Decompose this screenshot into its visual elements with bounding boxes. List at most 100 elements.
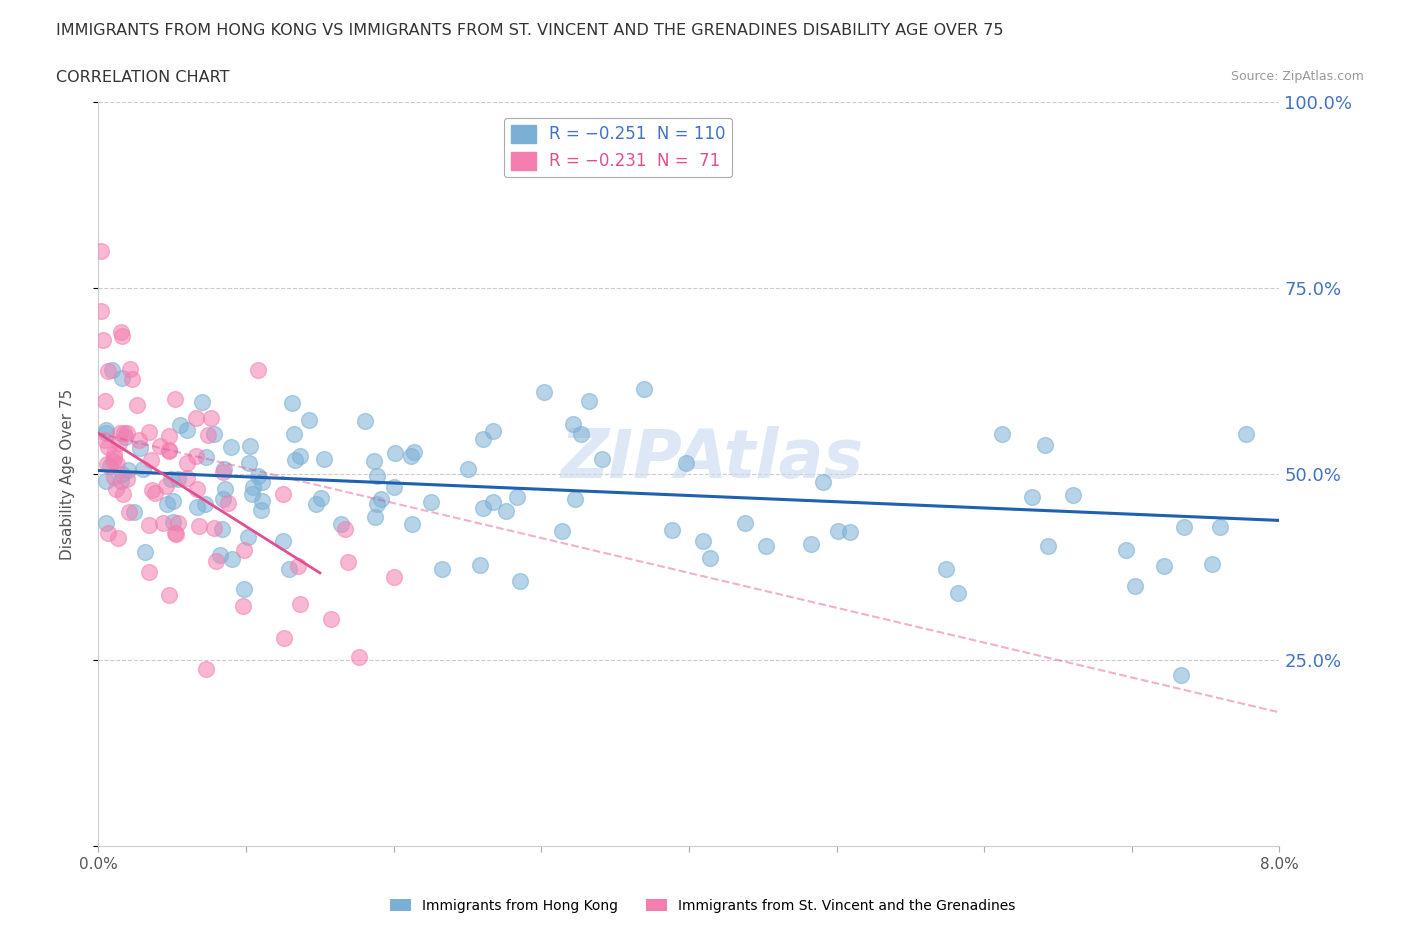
Point [1201,556,1223,571]
Point [811,475,834,490]
Point [827,524,849,538]
Point [305,497,328,512]
Point [592,451,614,466]
Point [283,427,305,442]
Point [165,392,187,406]
Point [935,562,957,577]
Point [382,570,405,585]
Point [839,525,862,539]
Point [755,538,778,553]
Point [141,453,163,468]
Point [495,503,517,518]
Point [111,487,134,502]
Point [157,588,180,603]
Point [533,385,555,400]
Point [94,433,117,448]
Point [364,510,387,525]
Point [167,472,190,486]
Point [186,482,208,497]
Point [111,329,134,344]
Point [125,398,148,413]
Point [240,486,263,501]
Point [336,555,359,570]
Point [160,472,183,486]
Point [281,395,304,410]
Point [287,559,309,574]
Point [633,381,655,396]
Point [506,489,529,504]
Point [112,425,135,440]
Point [138,517,160,532]
Point [382,480,405,495]
Point [221,440,243,455]
Point [134,544,156,559]
Point [94,515,117,530]
Point [271,534,294,549]
Point [138,425,160,440]
Point [96,457,118,472]
Point [111,467,134,482]
Text: IMMIGRANTS FROM HONG KONG VS IMMIGRANTS FROM ST. VINCENT AND THE GRENADINES DISA: IMMIGRANTS FROM HONG KONG VS IMMIGRANTS … [56,23,1004,38]
Point [384,445,406,460]
Text: ZIPAtlas: ZIPAtlas [561,427,865,492]
Point [165,527,187,542]
Point [250,494,273,509]
Point [214,482,236,497]
Point [1062,487,1084,502]
Point [399,449,422,464]
Point [122,504,145,519]
Point [564,491,586,506]
Point [946,586,969,601]
Point [734,516,756,531]
Point [363,454,385,469]
Point [330,516,353,531]
Point [1234,426,1257,441]
Point [211,464,233,479]
Point [250,503,273,518]
Point [162,493,184,508]
Point [176,423,198,438]
Point [157,443,180,458]
Point [482,495,505,510]
Point [290,597,312,612]
Point [1033,438,1056,453]
Point [97,525,120,540]
Point [129,440,152,455]
Point [562,417,585,432]
Point [212,491,235,506]
Point [432,562,454,577]
Text: CORRELATION CHART: CORRELATION CHART [56,70,229,85]
Point [569,427,592,442]
Point [108,425,131,440]
Point [121,372,143,387]
Point [321,612,343,627]
Point [419,495,441,510]
Point [103,470,125,485]
Point [233,581,256,596]
Point [143,485,166,500]
Point [204,521,226,536]
Point [236,529,259,544]
Point [675,456,697,471]
Point [353,414,375,429]
Point [1170,668,1192,683]
Point [471,500,494,515]
Point [699,551,721,565]
Point [115,426,138,441]
Point [101,454,124,469]
Point [97,364,120,379]
Point [155,478,177,493]
Point [208,548,231,563]
Point [195,662,218,677]
Point [472,432,495,446]
Point [194,497,217,512]
Point [176,471,198,485]
Point [114,430,136,445]
Point [91,333,114,348]
Point [110,371,132,386]
Point [115,472,138,486]
Point [197,428,219,443]
Legend: R = −0.251  N = 110, R = −0.231  N =  71: R = −0.251 N = 110, R = −0.231 N = 71 [503,118,733,177]
Point [481,424,503,439]
Point [90,303,112,318]
